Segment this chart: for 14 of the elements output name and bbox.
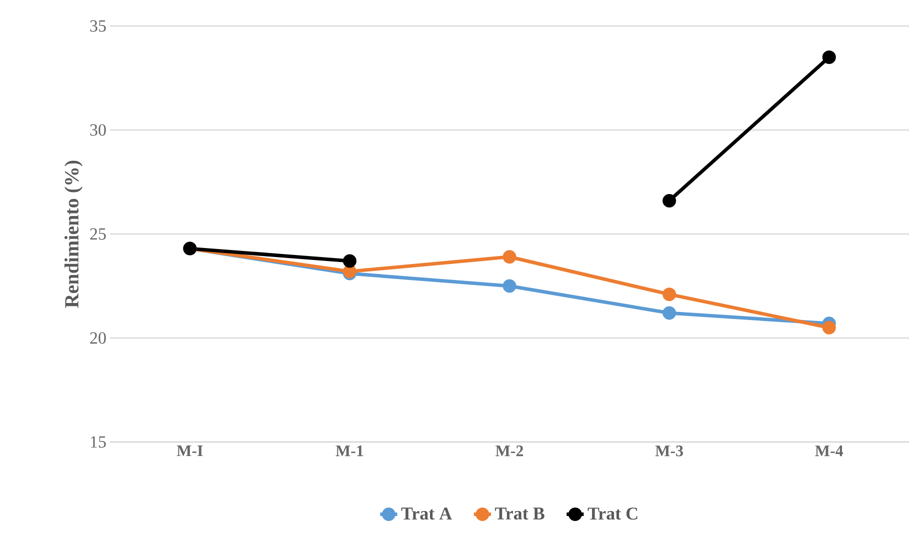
y-tick-label: 20 bbox=[90, 332, 106, 344]
legend-label: Trat A bbox=[401, 508, 452, 520]
x-tick-label: M-I bbox=[176, 446, 203, 456]
x-tick-label: M-1 bbox=[336, 446, 364, 456]
y-tick-label: 35 bbox=[90, 20, 106, 32]
y-tick-label: 15 bbox=[90, 436, 106, 448]
legend-label: Trat C bbox=[588, 508, 638, 520]
x-tick-label: M-2 bbox=[496, 446, 524, 456]
legend-label: Trat B bbox=[494, 508, 544, 520]
y-tick-label: 30 bbox=[90, 124, 106, 136]
x-tick-label: M-4 bbox=[815, 446, 844, 456]
y-axis-title: Rendimiento (%) bbox=[64, 160, 83, 308]
x-tick-label: M-3 bbox=[655, 446, 683, 456]
y-tick-label: 25 bbox=[90, 228, 106, 240]
